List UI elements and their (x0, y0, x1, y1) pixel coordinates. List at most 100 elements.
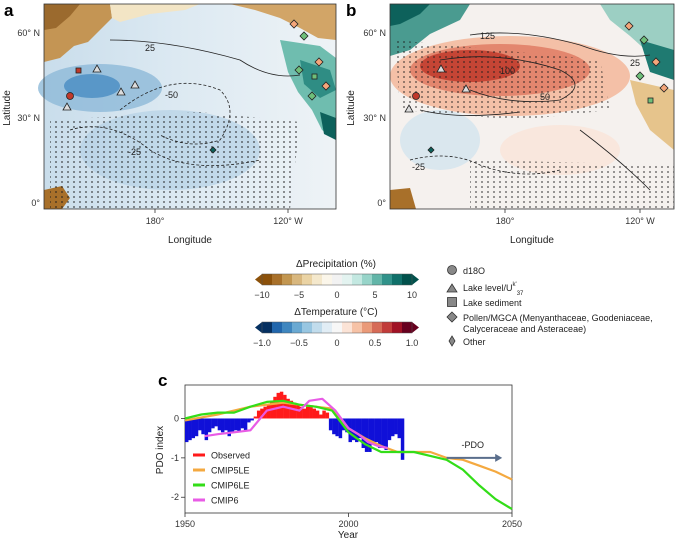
precip-cell-9 (352, 274, 363, 285)
pdo-legend: Observed CMIP5LE CMIP6LE CMIP6 (193, 451, 250, 506)
temp-cell-10 (362, 322, 373, 333)
proxy-markers-a (62, 19, 331, 154)
land-westcoast-b (630, 80, 674, 150)
observed-bar-1961 (220, 418, 225, 433)
legend-label-lake-sediment: Lake sediment (463, 298, 522, 308)
b-ytick-30n: 30° N (363, 113, 386, 123)
colorbar-precip-title: ΔPrecipitation (%) (296, 259, 376, 270)
legend-label-cmip5le: CMIP5LE (211, 466, 250, 476)
xtick-label-2000: 2000 (338, 519, 358, 529)
temp-cell-3 (292, 322, 303, 333)
observed-bar-1975 (266, 404, 271, 419)
legend-label-lake-level: Lake level/Uk'37 (463, 282, 524, 297)
pdo-annotation: -PDO (446, 440, 503, 462)
contour-100-b (439, 56, 576, 103)
contour-label-a-25: 25 (145, 43, 155, 53)
observed-bar-1996 (335, 418, 339, 437)
observed-bar-1979 (279, 391, 284, 419)
legend-label-cmip6le: CMIP6LE (211, 481, 250, 491)
precip-tick-2: −5 (294, 290, 304, 300)
observed-bar-1993 (325, 412, 330, 419)
panel-b-letter: b (346, 1, 356, 20)
precip-min-arrow (255, 274, 262, 285)
observed-bar-1997 (338, 418, 343, 439)
observed-bar-2011 (384, 418, 388, 450)
observed-bar-1972 (256, 410, 261, 419)
observed-bar-1995 (332, 418, 336, 435)
observed-bar-1957 (207, 418, 212, 433)
symbol-legend: d18O Lake level/Uk'37 Lake sediment Poll… (446, 265, 653, 347)
observed-bar-2007 (371, 418, 375, 445)
temp-cell-6 (322, 322, 333, 333)
observed-bar-1956 (204, 418, 209, 441)
ytick-label--1: -1 (171, 453, 179, 463)
precip-cell-11 (372, 274, 383, 285)
a-ytick-0: 0° (31, 198, 40, 208)
precip-cell-14 (402, 274, 413, 285)
contour-label-b-100: 100 (500, 66, 515, 76)
xtick-label-1950: 1950 (175, 519, 195, 529)
temp-cell-5 (312, 322, 323, 333)
legend-label-d18o: d18O (463, 266, 485, 276)
map-b: 125 100 50 25 -25 (389, 3, 675, 210)
pdo-ticks: 1950 2000 2050 0 -1 -2 (171, 413, 522, 529)
observed-bar-1983 (292, 402, 297, 419)
observed-bar-1970 (250, 418, 254, 421)
temp-tick-2: −0.5 (290, 338, 308, 348)
observed-bar-1987 (305, 406, 310, 419)
precip-cell-13 (392, 274, 403, 285)
a-xtick-180: 180° (146, 216, 165, 226)
precip-cell-1 (272, 274, 283, 285)
observed-bar-1973 (260, 408, 264, 419)
temp-cell-4 (302, 322, 313, 333)
stippling-a (50, 112, 300, 209)
b-ylabel: Latitude (346, 90, 357, 126)
observed-bar-1959 (214, 418, 218, 427)
series-line-cmip6 (204, 397, 388, 450)
temp-cell-11 (372, 322, 383, 333)
precip-cell-8 (342, 274, 353, 285)
legend-label-cmip6: CMIP6 (211, 496, 239, 506)
observed-bar-2016 (400, 418, 405, 460)
b-xtick-120w: 120° W (625, 216, 655, 226)
observed-bar-2008 (374, 418, 379, 443)
contour-label-b-125: 125 (480, 31, 495, 41)
axes-b: 180° 120° W 60° N 30° N 0° Longitude Lat… (346, 28, 655, 246)
temp-cell-1 (272, 322, 283, 333)
pdo-xlabel: Year (338, 530, 359, 541)
legend-triangle-icon (446, 283, 458, 293)
observed-bar-1950 (185, 418, 189, 443)
temp-cell-7 (332, 322, 343, 333)
xtick-label-2050: 2050 (502, 519, 522, 529)
observed-bar-2006 (368, 418, 372, 452)
contour-125-b (469, 32, 651, 57)
legend-label-other: Other (463, 337, 486, 347)
observed-bar-1962 (224, 418, 228, 431)
precip-cell-3 (292, 274, 303, 285)
ytick-label--2: -2 (171, 492, 179, 502)
temp-tick-1: −1.0 (253, 338, 271, 348)
precip-cell-6 (322, 274, 333, 285)
temp-max-arrow (412, 322, 419, 333)
observed-bar-1960 (217, 418, 222, 431)
contour-neg25-a (69, 126, 261, 167)
panel-c-letter: c (158, 371, 167, 390)
contour-label-b-25: 25 (630, 58, 640, 68)
observed-bar-1964 (230, 418, 235, 433)
panel-c: c 1950 2000 2050 0 -1 -2 Observed CMIP5LE CMIP6… (155, 371, 522, 541)
observed-bar-2001 (351, 418, 356, 441)
b-xtick-180: 180° (496, 216, 515, 226)
precip-tick-4: 5 (372, 290, 377, 300)
observed-bar-1951 (188, 418, 192, 441)
observed-bar-1978 (276, 392, 281, 419)
legend-diamond-icon (446, 311, 458, 323)
precip-cell-12 (382, 274, 393, 285)
temp-tick-5: 1.0 (406, 338, 419, 348)
observed-bar-1953 (194, 418, 199, 437)
observed-bar-1968 (243, 418, 248, 431)
temp-cell-8 (342, 322, 353, 333)
precip-cell-0 (262, 274, 273, 285)
panel-a-letter: a (4, 1, 14, 20)
observed-bar-2002 (355, 418, 359, 443)
